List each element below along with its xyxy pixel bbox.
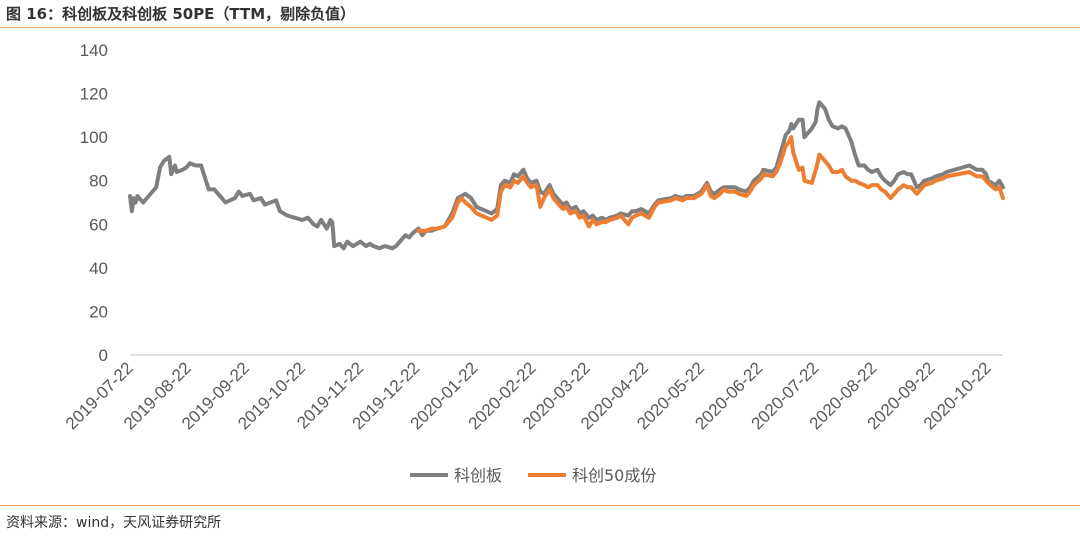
x-axis-ticks: 2019-07-222019-08-222019-09-222019-10-22… [62,358,995,433]
y-tick-label: 80 [89,172,108,191]
source-note: 资料来源：wind，天风证券研究所 [6,515,222,531]
y-tick-label: 60 [89,215,108,234]
legend-label-2: 科创50成份 [572,466,656,485]
y-tick-label: 140 [80,41,108,60]
chart: 0 20 40 60 80 100 120 140 2019-07-222019-08-222… [62,41,1005,485]
top-divider [0,27,1080,28]
legend: 科创板 科创50成份 [410,466,656,485]
series-layer [128,100,1005,251]
y-axis-ticks: 0 20 40 60 80 100 120 140 [80,41,108,365]
series-line-2 [416,135,1005,233]
y-tick-label: 100 [80,128,108,147]
y-tick-label: 0 [99,346,108,365]
y-tick-label: 40 [89,259,108,278]
figure-title: 图 16：科创板及科创板 50PE（TTM，剔除负值） [6,5,356,23]
y-tick-label: 20 [89,302,108,321]
y-tick-label: 120 [80,85,108,104]
bottom-divider [0,505,1080,506]
legend-label-1: 科创板 [454,466,502,485]
series-line-1 [128,100,1005,251]
